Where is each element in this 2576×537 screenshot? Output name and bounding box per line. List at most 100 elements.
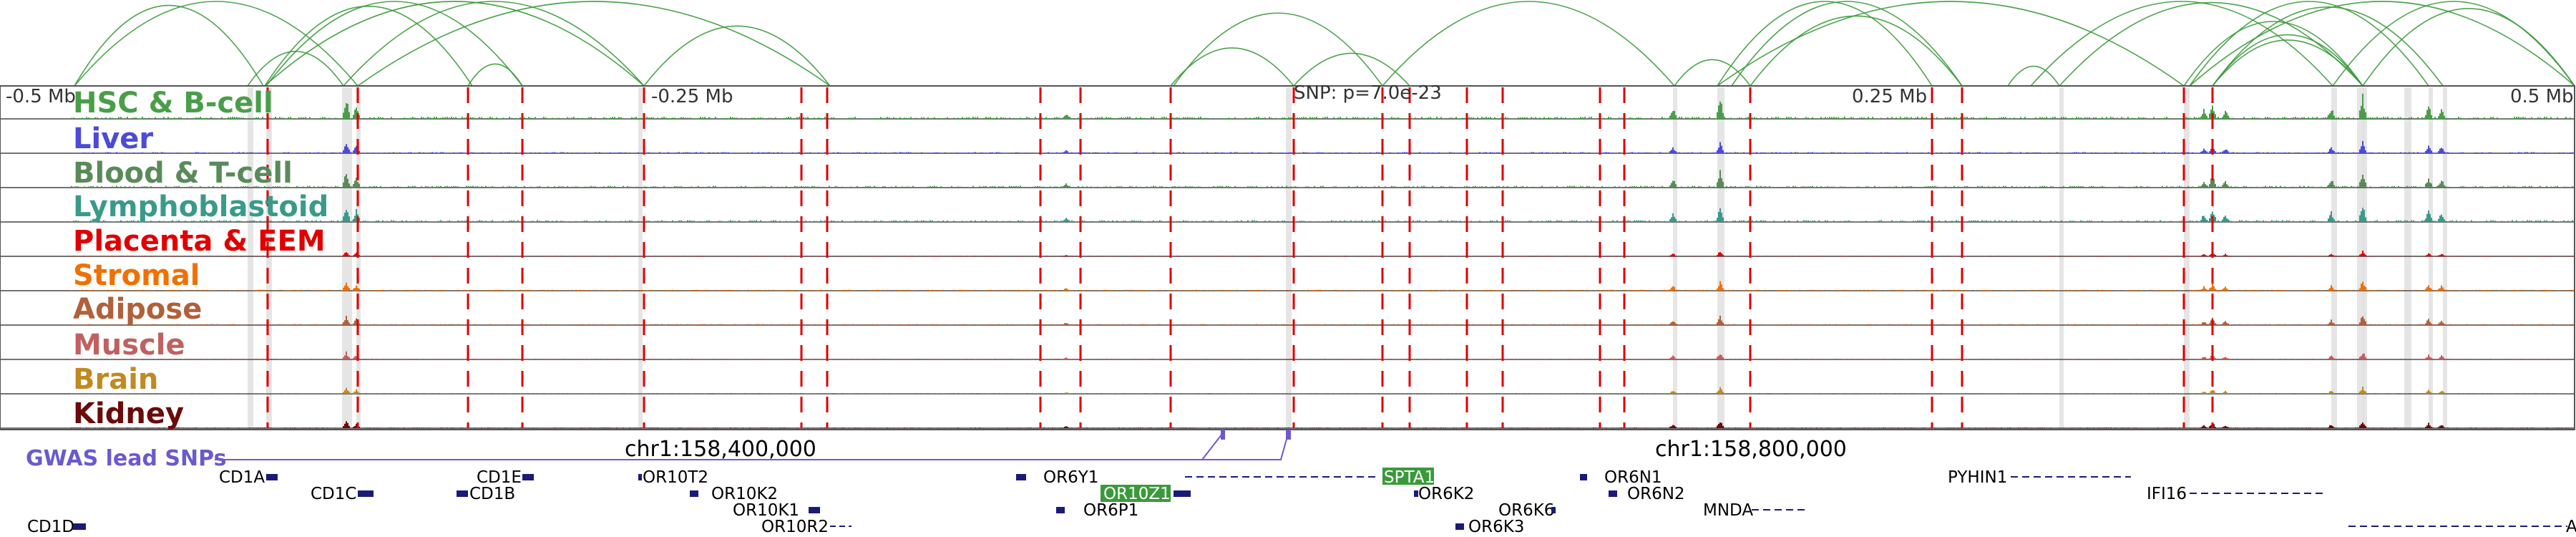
chromatin-loop-arc (2212, 6, 2444, 87)
highlight-band (2443, 87, 2447, 428)
chromatin-loop-arc (2189, 1, 2575, 87)
chromatin-loop-arc (1750, 15, 1963, 87)
gene-label-or6n1: OR6N1 (1604, 468, 1662, 487)
track-signal (71, 251, 2573, 256)
gene-body (1414, 490, 1418, 497)
variant-lines (266, 87, 2214, 428)
gene-body (1609, 490, 1617, 497)
gene-body (1580, 474, 1587, 480)
track-signal (71, 315, 2573, 325)
track-signal (71, 93, 2573, 119)
chromatin-loop-arc (2332, 1, 2575, 87)
track-label-kidney: Kidney (73, 397, 184, 430)
gene-highlight-box (1382, 468, 1434, 485)
chromatin-loop-arc (2183, 21, 2363, 87)
chromatin-loop-arc (1382, 1, 1675, 87)
gene-body (457, 490, 468, 497)
gene-label-cd1c: CD1C (311, 485, 356, 503)
coordinate-label: chr1:158,800,000 (1655, 437, 1847, 462)
chromatin-loop-arc (643, 25, 831, 87)
gene-body (1551, 507, 1556, 513)
snp-pvalue-label: SNP: p=7.0e-23 (1294, 82, 1442, 104)
gene-body (1455, 523, 1464, 530)
chromatin-loop-arc (1173, 12, 1383, 87)
gene-label-or6k3: OR6K3 (1468, 518, 1524, 536)
chromatin-loop-arc (1293, 52, 1410, 87)
gene-label-or6k2: OR6K2 (1418, 485, 1474, 503)
gene-highlight-box (1101, 485, 1171, 502)
highlight-band (1286, 87, 1292, 428)
track-label-lymphoblastoid: Lymphoblastoid (73, 190, 328, 223)
highlight-band (2357, 87, 2364, 428)
gene-annotation-track: CD1A CD1E OR10T2 OR6Y1 SPTA1 OR6N1 PYHIN… (27, 468, 2576, 536)
gene-body (358, 490, 374, 497)
highlight-band (248, 87, 253, 428)
track-label-liver: Liver (73, 122, 153, 155)
gwas-snp-marker (1221, 430, 1225, 440)
chromatin-loop-arc (1731, 1, 1963, 87)
gene-body (522, 474, 534, 480)
track-label-placenta-eem: Placenta & EEM (73, 225, 326, 258)
gene-label-or10z1: OR10Z1 (1103, 485, 1171, 503)
signal-tracks (0, 93, 2575, 429)
chromatin-loop-arc (264, 5, 473, 87)
gene-label-spta1: SPTA1 (1384, 468, 1435, 487)
chromatin-loop-arc (2362, 8, 2575, 87)
gene-label-cd1a: CD1A (219, 468, 265, 487)
chromatin-loop-arc (2030, 1, 2333, 87)
track-signal (71, 170, 2573, 188)
highlight-band (2331, 87, 2337, 428)
chromatin-loop-arc (1717, 1, 2185, 87)
gene-label-or6n2: OR6N2 (1627, 485, 1685, 503)
gene-body (690, 490, 698, 497)
axis-tick-label: -0.25 Mb (651, 86, 733, 107)
chromatin-loop-arc (1717, 1, 1933, 87)
gene-label-cd1d: CD1D (27, 518, 74, 536)
gene-body (1174, 490, 1191, 497)
gene-label-or10k2: OR10K2 (711, 485, 778, 503)
chromatin-loops (74, 1, 2575, 87)
gene-label-cd1e: CD1E (477, 468, 522, 487)
highlight-band (1673, 87, 1677, 428)
coordinate-label: chr1:158,400,000 (625, 437, 816, 462)
gene-body (1016, 474, 1026, 480)
highlight-band (342, 87, 352, 428)
chromatin-loop-arc (467, 63, 523, 87)
track-label-adipose: Adipose (73, 293, 202, 326)
track-label-blood-tcell: Blood & T-cell (73, 157, 293, 190)
chromatin-loop-arc (74, 1, 358, 87)
highlight-bands (248, 87, 2447, 428)
gene-body (638, 474, 642, 480)
track-label-brain: Brain (73, 363, 158, 396)
gwas-connector-line (215, 433, 1289, 460)
gene-label-or10k1: OR10K1 (733, 501, 799, 520)
track-label-stromal: Stromal (73, 259, 200, 292)
chromatin-loop-arc (2212, 34, 2363, 87)
track-labels: HSC & B-cell Liver Blood & T-cell Lympho… (73, 87, 328, 430)
chromatin-loop-arc (343, 1, 645, 87)
gwas-track: GWAS lead SNPs (26, 430, 1291, 471)
track-signal (71, 351, 2573, 359)
highlight-band (2059, 87, 2064, 428)
gene-label-pyhin1: PYHIN1 (1948, 468, 2007, 487)
chromatin-loop-arc (264, 1, 645, 87)
track-signal (71, 141, 2573, 153)
track-signal (71, 421, 2573, 428)
highlight-band (2363, 87, 2367, 428)
track-signal (71, 387, 2573, 394)
gene-body (266, 474, 278, 480)
gene-label-mnda: MNDA (1703, 501, 1753, 520)
track-signal (71, 208, 2573, 222)
gene-body (1056, 507, 1065, 513)
chromatin-loop-arc (1674, 59, 1751, 87)
gwas-snp-marker (1286, 430, 1291, 440)
chromatin-loop-arc (2007, 65, 2060, 87)
track-label-muscle: Muscle (73, 329, 185, 362)
chromatin-loop-arc (2059, 1, 2363, 87)
track-label-hsc-bcell: HSC & B-cell (73, 87, 273, 120)
gwas-track-label: GWAS lead SNPs (26, 446, 226, 471)
gene-label-or10t2: OR10T2 (643, 468, 708, 487)
track-signal (71, 281, 2573, 291)
highlight-band (2404, 87, 2411, 428)
